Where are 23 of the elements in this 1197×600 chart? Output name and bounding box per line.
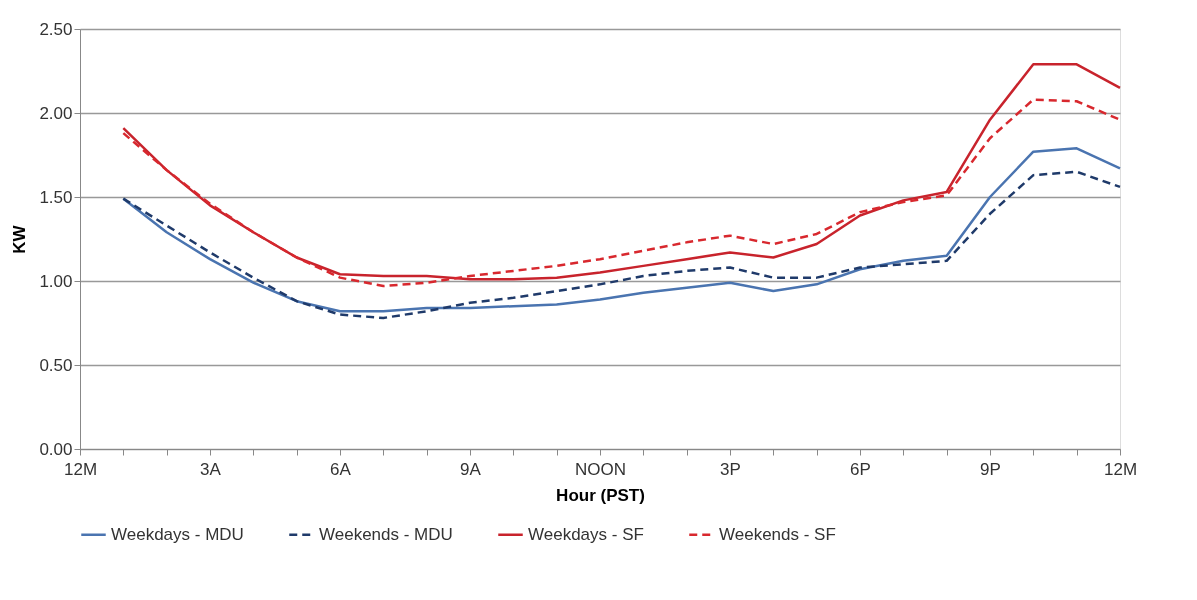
legend-label: Weekdays - SF <box>528 524 644 544</box>
x-tick-label: 6A <box>330 459 352 479</box>
y-tick-label: 0.50 <box>39 355 73 375</box>
legend-label: Weekends - MDU <box>319 524 453 544</box>
y-tick-label: 1.50 <box>39 187 73 207</box>
y-tick-label: 2.50 <box>39 19 73 39</box>
x-tick-label: 9P <box>980 459 1001 479</box>
x-tick-label: NOON <box>575 459 626 479</box>
y-axis-title: KW <box>10 224 30 254</box>
x-axis-title: Hour (PST) <box>556 485 645 505</box>
legend-label: Weekdays - MDU <box>111 524 244 544</box>
x-tick-label: 3P <box>720 459 741 479</box>
y-tick-label: 1.00 <box>39 271 73 291</box>
x-tick-label: 12M <box>1103 459 1138 479</box>
x-tick-label: 6P <box>850 459 871 479</box>
x-tick-label: 3A <box>200 459 222 479</box>
y-tick-label: 2.00 <box>39 103 73 123</box>
x-tick-label: 12M <box>63 459 98 479</box>
y-tick-label: 0.00 <box>39 439 73 459</box>
line-series <box>122 147 1122 313</box>
x-tick-label: 9A <box>460 459 482 479</box>
line-series <box>122 170 1122 320</box>
legend-label: Weekends - SF <box>719 524 836 544</box>
